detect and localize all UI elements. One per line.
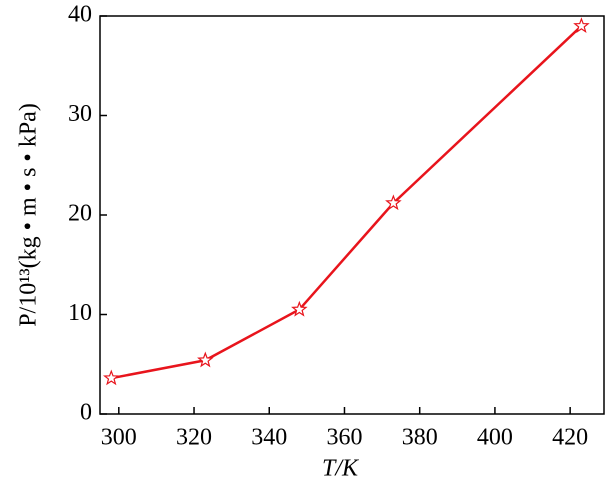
star-marker xyxy=(291,300,308,317)
x-tick-label: 360 xyxy=(326,425,362,451)
x-tick-label: 300 xyxy=(101,425,137,451)
data-line xyxy=(111,25,583,380)
star-marker xyxy=(197,351,214,368)
y-tick-label: 0 xyxy=(80,400,92,426)
star-marker xyxy=(573,17,590,33)
star-marker xyxy=(103,369,120,386)
star-marker xyxy=(385,194,402,211)
y-tick-label: 40 xyxy=(68,2,92,28)
y-tick-label: 10 xyxy=(68,300,92,326)
y-tick-label: 30 xyxy=(68,101,92,127)
x-axis-label: T/K xyxy=(322,456,360,482)
y-axis-label: P/10¹³(kg • m • s • kPa) xyxy=(16,103,42,327)
y-tick-label: 20 xyxy=(68,201,92,227)
x-tick-label: 320 xyxy=(176,425,212,451)
x-tick-label: 380 xyxy=(402,425,438,451)
x-tick-label: 400 xyxy=(477,425,513,451)
x-tick-label: 340 xyxy=(251,425,287,451)
x-tick-label: 420 xyxy=(552,425,588,451)
